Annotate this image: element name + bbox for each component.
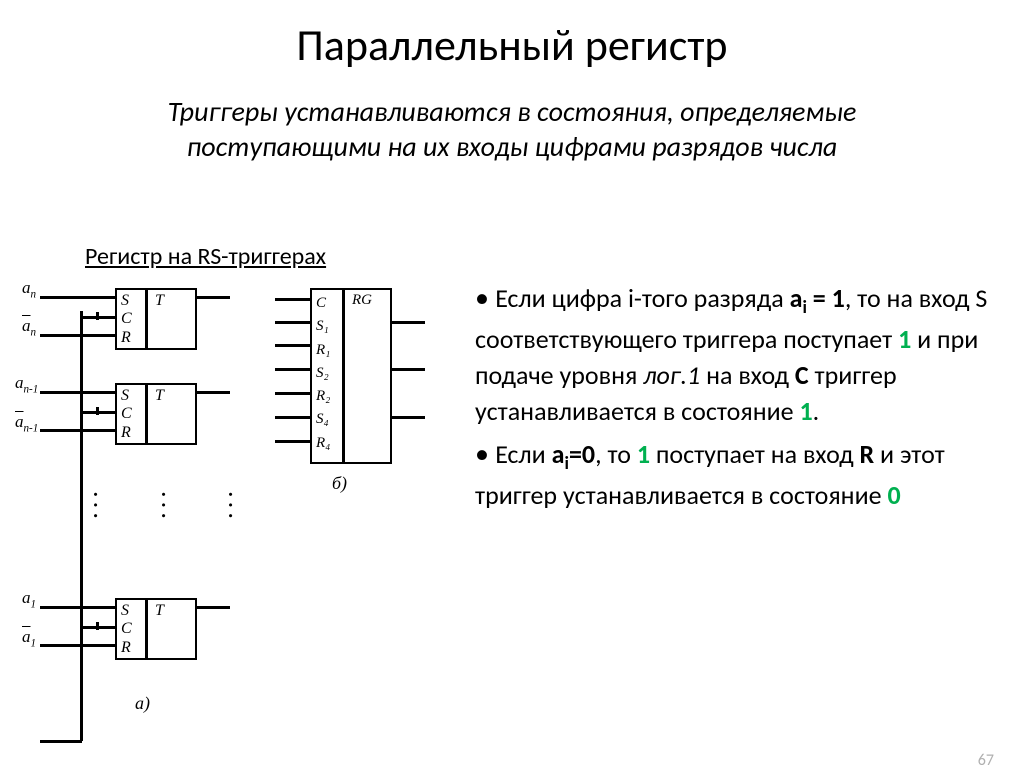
bullet-2: Если ai=0, то 1 поступает на вход R и эт… <box>475 434 1005 513</box>
bullet-1: Если цифра i-того разряда ai = 1, то на … <box>475 278 1005 430</box>
trigger-block-n1: S C R T <box>115 383 197 445</box>
circuit-diagram: S C R T an an S C R T an-1 an-1 ··· ··· … <box>20 278 450 748</box>
label-an1: an-1 <box>15 373 38 395</box>
tick-c-1 <box>96 622 99 630</box>
trigger-block-1: S C R T <box>115 598 197 660</box>
wire-s-n <box>40 296 115 299</box>
rg-in-6 <box>275 416 310 419</box>
rg-in-5 <box>275 392 310 395</box>
page-number: 67 <box>978 751 994 767</box>
trigger-block-n: S C R T <box>115 288 197 350</box>
label-a1: a1 <box>22 588 36 610</box>
bullet-list: Если цифра i-того разряда ai = 1, то на … <box>475 278 1005 517</box>
tick-c-n1 <box>96 407 99 415</box>
subtitle: Триггеры устанавливаются в состояния, оп… <box>30 94 994 164</box>
trigger-pins: S C R <box>117 385 153 443</box>
slide: Параллельный регистр Триггеры устанавлив… <box>0 18 1024 767</box>
text: = 1 <box>807 282 845 314</box>
rg-type: RG <box>348 290 376 462</box>
rg-in-2 <box>275 321 310 324</box>
wire-r-n1 <box>40 429 115 432</box>
text: поступает на вход <box>650 438 860 470</box>
trigger-pins: S C R <box>117 600 153 658</box>
wire-out-n <box>195 296 230 299</box>
block-divider <box>145 290 148 348</box>
rg-out-2 <box>390 368 425 371</box>
text: . <box>813 395 820 427</box>
rg-out-3 <box>390 416 425 419</box>
wire-r-1 <box>40 644 115 647</box>
highlight-one: 1 <box>637 438 650 470</box>
rg-out-1 <box>390 321 425 324</box>
highlight-one: 1 <box>799 395 812 427</box>
rg-in-1 <box>275 298 310 301</box>
text: =0 <box>569 438 595 470</box>
wire-out-n1 <box>195 391 230 394</box>
subtitle-line-1: Триггеры устанавливаются в состояния, оп… <box>168 94 857 129</box>
text-bold: R <box>860 438 875 470</box>
text: , то <box>595 438 637 470</box>
label-anb: an <box>22 316 36 338</box>
text: a <box>552 438 565 470</box>
sub-label-a: a) <box>135 693 150 714</box>
text: a <box>790 282 803 314</box>
wire-s-n1 <box>40 391 115 394</box>
ellipsis-right: ··· <box>215 490 245 522</box>
label-an1b: an-1 <box>15 412 38 434</box>
rg-in-7 <box>275 440 310 443</box>
ellipsis-mid: ··· <box>148 490 178 522</box>
trigger-type: T <box>151 290 168 348</box>
label-a1b: a1 <box>22 627 36 649</box>
c-bus-vertical <box>80 311 83 741</box>
page-title: Параллельный регистр <box>0 18 1024 72</box>
diagram-caption: Регистр на RS-триггерах <box>85 242 326 271</box>
wire-out-1 <box>195 606 230 609</box>
rg-block: C S₁ R₁ S₂ R₂ S₄ R₄ RG <box>310 288 392 464</box>
text-bold: С <box>795 359 809 391</box>
sub-label-b: б) <box>332 473 347 494</box>
block-divider <box>145 385 148 443</box>
text: Если <box>495 438 551 470</box>
highlight-zero: 0 <box>887 479 900 511</box>
rg-in-4 <box>275 368 310 371</box>
c-bus-top <box>40 740 82 743</box>
label-an: an <box>22 278 36 300</box>
text: Если цифра i-того разряда <box>495 282 789 314</box>
ellipsis-left: ··· <box>80 490 110 522</box>
block-divider <box>145 600 148 658</box>
rg-in-3 <box>275 344 310 347</box>
text-italic: лог.1 <box>643 359 700 391</box>
trigger-type: T <box>151 385 168 443</box>
highlight-one: 1 <box>898 323 911 355</box>
block-divider <box>342 290 345 462</box>
wire-s-1 <box>40 606 115 609</box>
tick-c-n <box>96 312 99 320</box>
subtitle-line-2: поступающими на их входы цифрами разрядо… <box>187 129 838 164</box>
trigger-pins: S C R <box>117 290 153 348</box>
wire-r-n <box>40 334 115 337</box>
text: на вход <box>700 359 795 391</box>
trigger-type: T <box>151 600 168 658</box>
